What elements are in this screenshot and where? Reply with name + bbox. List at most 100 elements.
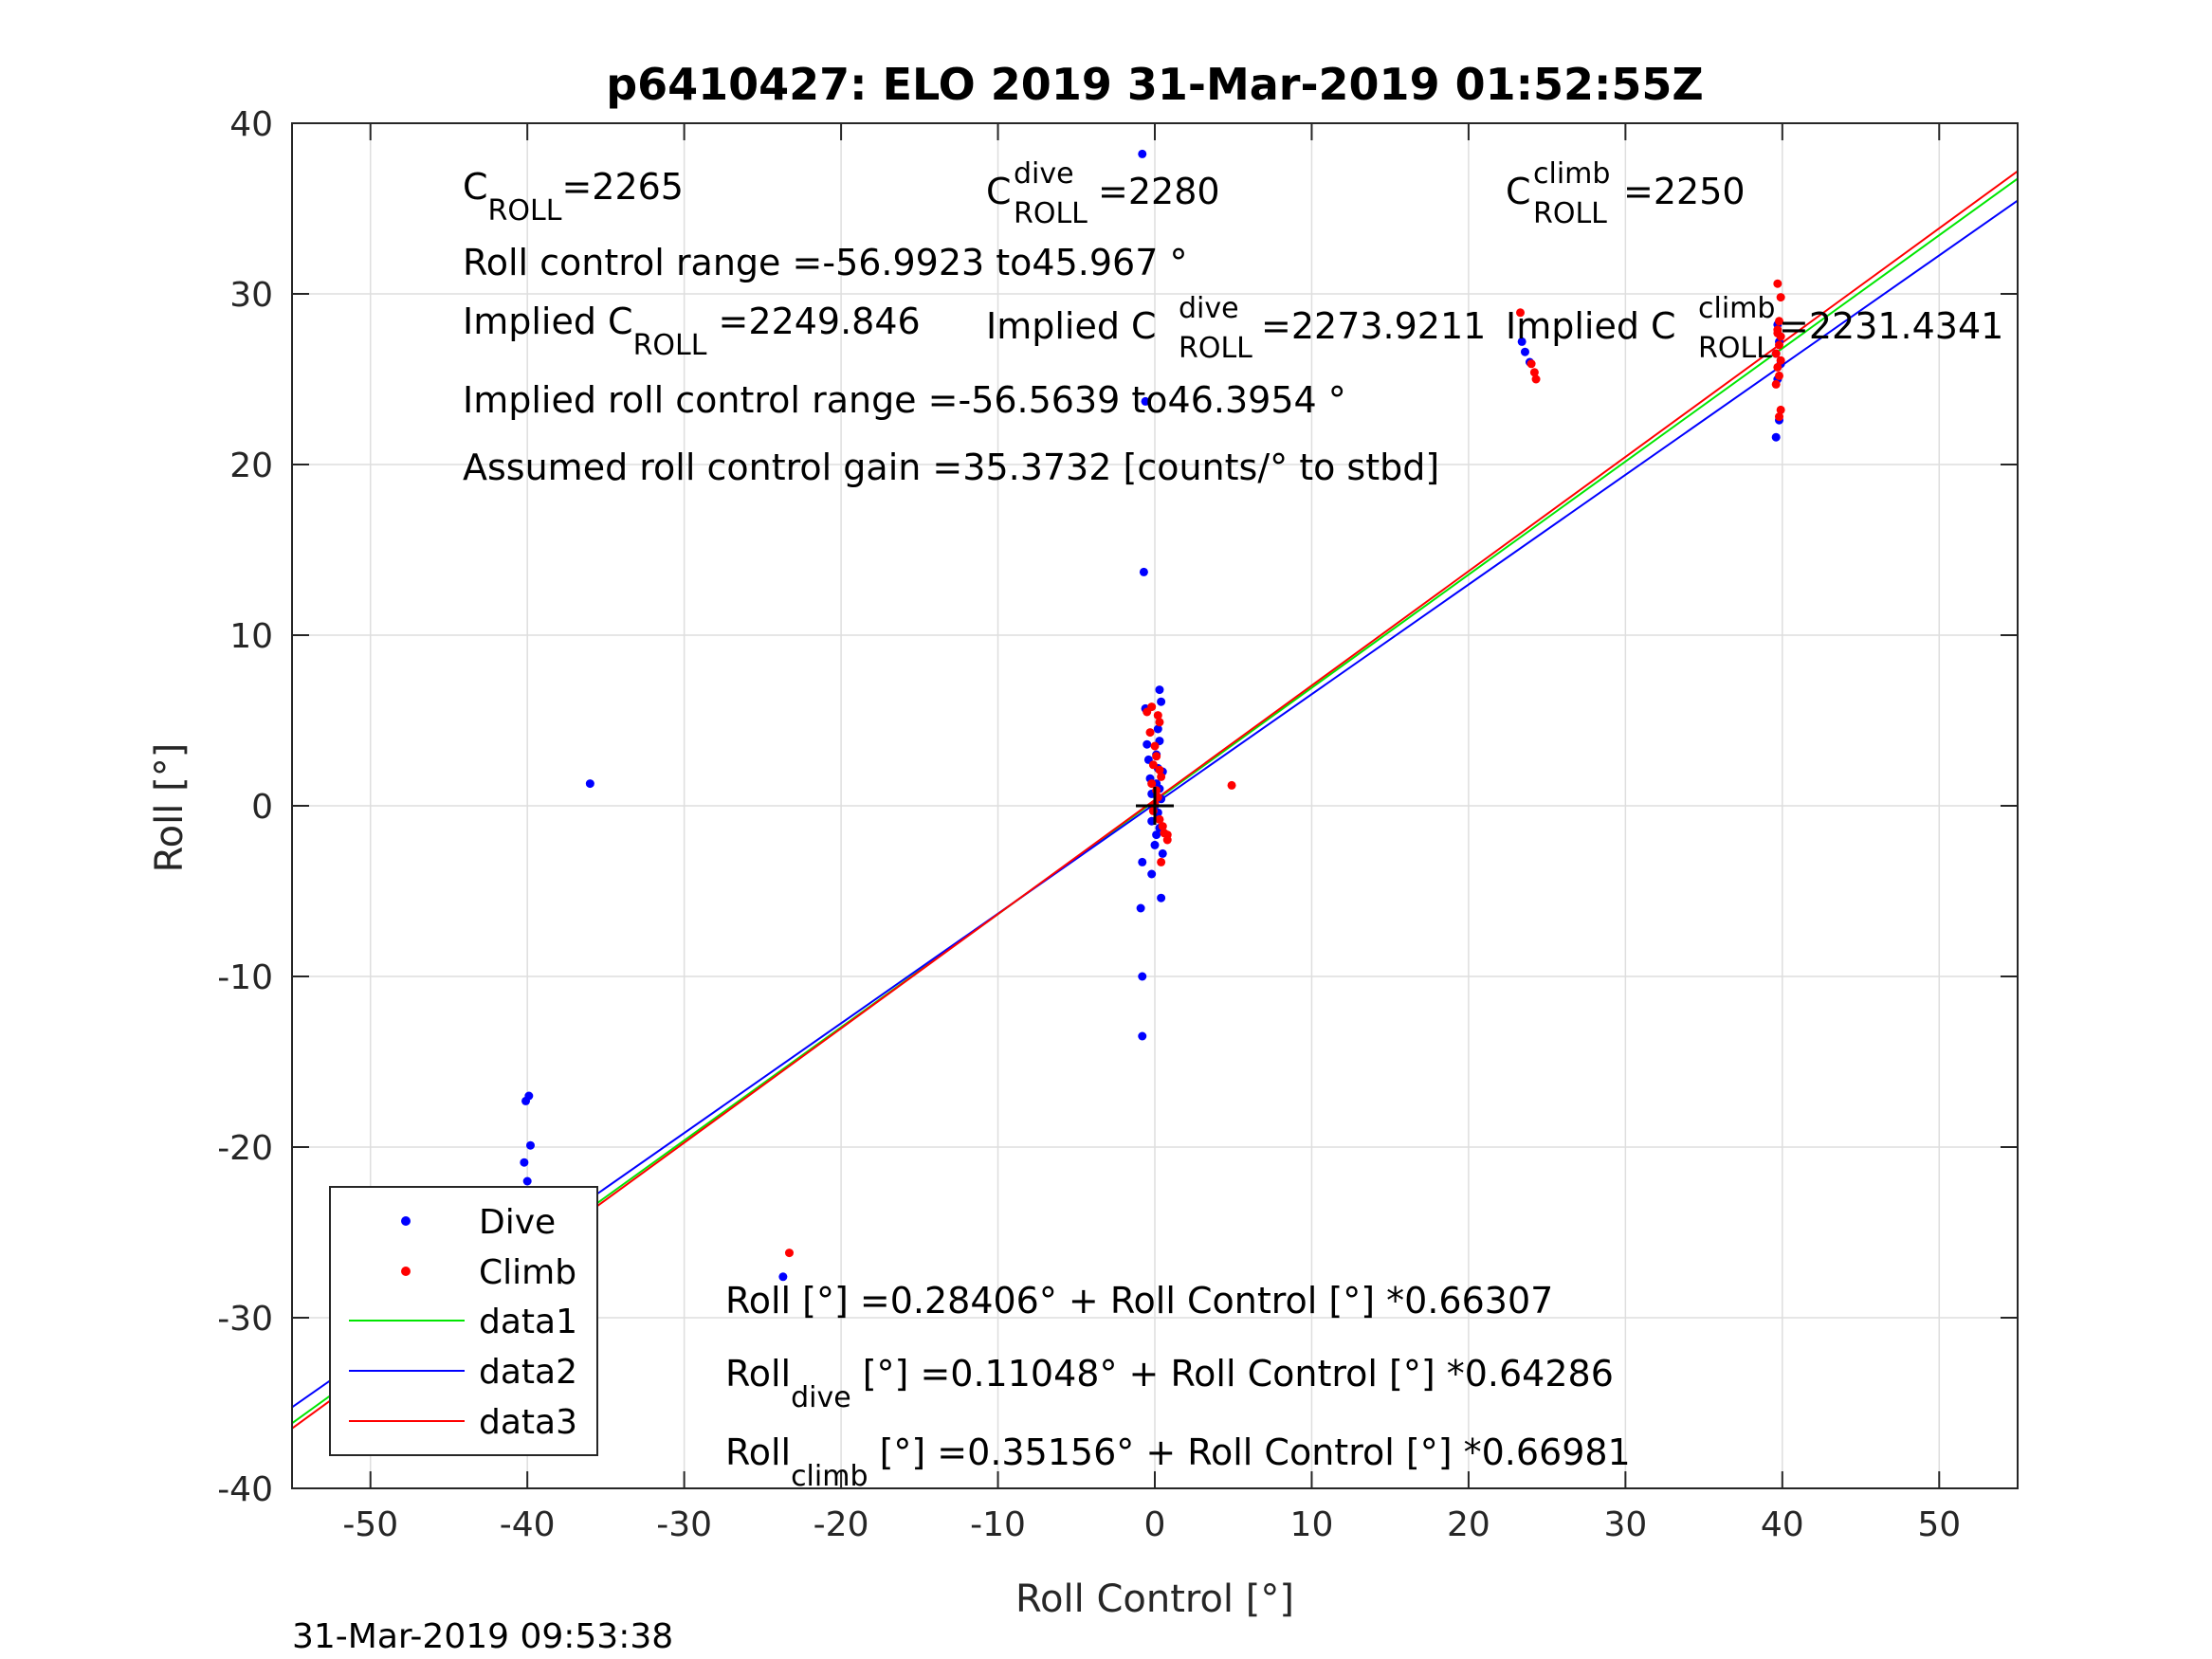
svg-text:=2250: =2250	[1623, 171, 1746, 212]
svg-text:climb: climb	[1533, 157, 1610, 191]
point-climb	[1150, 741, 1160, 751]
gain-annotation: Assumed roll control gain =35.3732 [coun…	[463, 447, 1439, 488]
point-climb	[1516, 308, 1526, 318]
implied-c-roll-climb-annotation: Implied C climb ROLL =2231.4341	[1506, 292, 2003, 365]
point-climb	[1155, 765, 1164, 775]
point-dive	[1147, 869, 1157, 879]
point-dive	[1143, 739, 1152, 749]
legend-marker-dive	[401, 1216, 411, 1226]
point-climb	[1773, 328, 1782, 337]
point-climb	[1157, 772, 1166, 781]
svg-text:climb: climb	[1698, 292, 1775, 325]
point-dive	[778, 1272, 788, 1282]
svg-text:Implied C: Implied C	[986, 305, 1157, 347]
legend-label-climb: Climb	[479, 1253, 576, 1292]
x-tick-label: 40	[1761, 1505, 1804, 1544]
point-climb	[1147, 702, 1157, 712]
point-climb	[1773, 279, 1782, 288]
point-climb	[1773, 362, 1782, 372]
x-tick-label: 50	[1917, 1505, 1961, 1544]
point-dive	[1771, 432, 1781, 442]
y-tick-label: -20	[217, 1129, 273, 1168]
point-climb	[1529, 368, 1539, 377]
point-dive	[1150, 840, 1160, 849]
legend-label-data1: data1	[479, 1303, 577, 1341]
y-tick-label: 40	[229, 105, 273, 144]
point-dive	[1138, 857, 1147, 866]
point-climb	[1775, 317, 1784, 326]
point-dive	[1136, 903, 1145, 913]
fit-dive-annotation: Rolldive [°] =0.11048° + Roll Control [°…	[725, 1353, 1614, 1414]
svg-text:ROLL: ROLL	[1014, 197, 1088, 230]
svg-text:C: C	[986, 171, 1012, 212]
point-climb	[1776, 356, 1785, 365]
point-climb	[1771, 379, 1781, 389]
point-climb	[784, 1249, 794, 1258]
x-tick-label: 20	[1447, 1505, 1490, 1544]
point-dive	[1157, 697, 1166, 706]
point-dive	[1138, 1031, 1147, 1041]
point-climb	[1776, 405, 1785, 414]
point-climb	[1531, 374, 1541, 384]
point-climb	[1526, 359, 1536, 369]
point-dive	[1138, 972, 1147, 981]
c-roll-climb-annotation: C climb ROLL =2250	[1506, 157, 1746, 230]
point-dive	[1517, 337, 1526, 346]
point-dive	[1157, 893, 1166, 902]
point-climb	[1771, 349, 1781, 358]
roll-control-range-annotation: Roll control range =-56.9923 to45.967 °	[463, 242, 1187, 283]
point-dive	[1139, 567, 1148, 576]
point-climb	[1155, 718, 1164, 727]
y-tick-label: -30	[217, 1300, 273, 1339]
legend: Dive Climb data1 data2 data3	[329, 1186, 598, 1456]
point-climb	[1145, 728, 1155, 738]
y-axis-label: Roll [°]	[148, 743, 192, 873]
y-tick-label: 30	[229, 276, 273, 315]
point-climb	[1147, 779, 1157, 789]
point-climb	[1157, 857, 1166, 866]
legend-marker-climb	[401, 1267, 411, 1276]
y-tick-label: 10	[229, 617, 273, 656]
point-climb	[1162, 830, 1172, 840]
svg-text:ROLL: ROLL	[1179, 332, 1252, 365]
legend-label-data2: data2	[479, 1353, 577, 1392]
fit-climb-annotation: Rollclimb [°] =0.35156° + Roll Control […	[725, 1431, 1631, 1493]
point-dive	[1155, 685, 1164, 695]
point-climb	[1775, 340, 1784, 350]
implied-c-roll-annotation: Implied CROLL =2249.846	[463, 301, 921, 362]
point-dive	[1520, 347, 1529, 356]
svg-text:dive: dive	[1179, 292, 1239, 325]
point-dive	[1152, 830, 1161, 840]
y-tick-label: 20	[229, 447, 273, 485]
point-dive	[521, 1096, 531, 1105]
x-tick-label: -40	[500, 1505, 556, 1544]
point-dive	[525, 1140, 535, 1150]
point-climb	[1153, 711, 1162, 720]
point-dive	[1153, 724, 1162, 734]
point-climb	[1775, 371, 1784, 380]
x-tick-label: -10	[970, 1505, 1026, 1544]
point-climb	[1775, 412, 1784, 422]
point-climb	[1152, 752, 1161, 761]
svg-text:Implied C: Implied C	[1506, 305, 1676, 347]
legend-label-dive: Dive	[479, 1203, 556, 1242]
svg-text:dive: dive	[1014, 157, 1074, 191]
point-climb	[1158, 822, 1167, 831]
point-dive	[522, 1176, 532, 1186]
implied-range-annotation: Implied roll control range =-56.5639 to4…	[463, 379, 1346, 421]
implied-c-roll-dive-annotation: Implied C dive ROLL =2273.9211	[986, 292, 1486, 365]
y-tick-label: -40	[217, 1470, 273, 1509]
point-dive	[1158, 848, 1167, 858]
fit-all-annotation: Roll [°] =0.28406° + Roll Control [°] *0…	[725, 1280, 1553, 1322]
point-dive	[1141, 396, 1150, 406]
point-climb	[1148, 760, 1158, 770]
y-tick-label: 0	[251, 788, 273, 827]
point-climb	[1155, 814, 1164, 824]
svg-text:ROLL: ROLL	[1698, 332, 1772, 365]
c-roll-dive-annotation: C dive ROLL =2280	[986, 157, 1220, 230]
svg-text:=2280: =2280	[1098, 171, 1220, 212]
x-tick-label: -50	[342, 1505, 398, 1544]
svg-text:=2273.9211: =2273.9211	[1261, 305, 1486, 347]
legend-label-data3: data3	[479, 1403, 577, 1442]
